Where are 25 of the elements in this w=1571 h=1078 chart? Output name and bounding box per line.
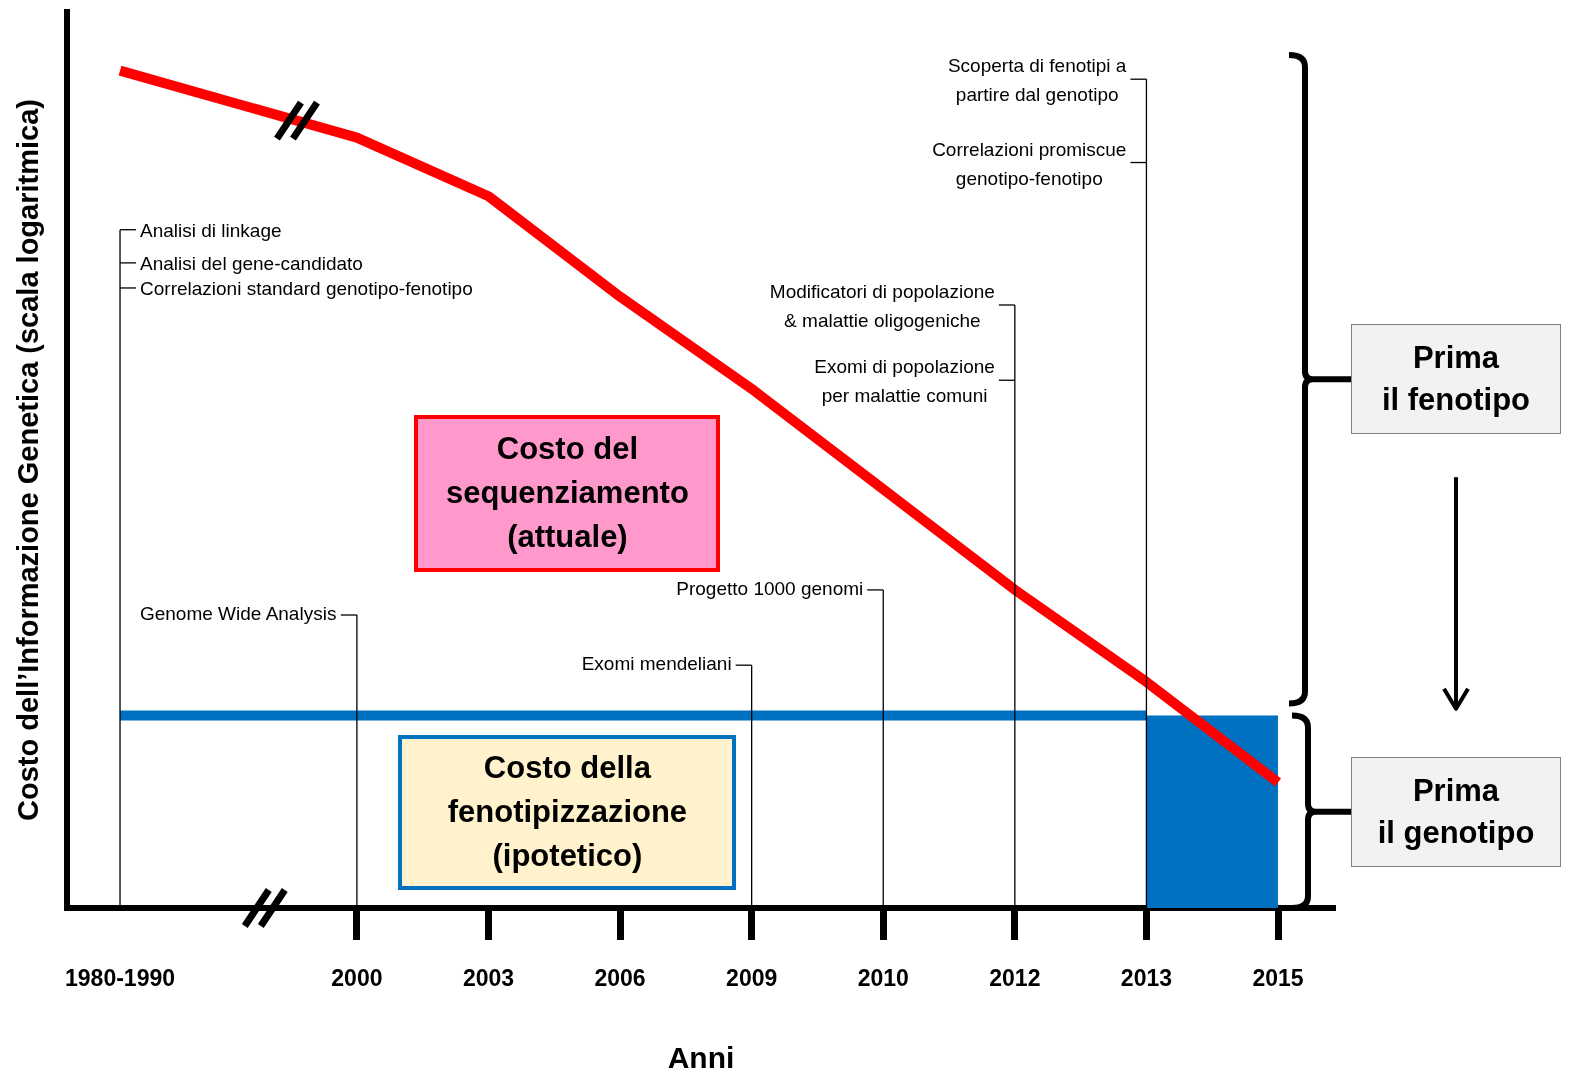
x-tick-label: 2013 [1120, 965, 1173, 992]
text: Costo del sequenziamento (attuale) [414, 414, 721, 572]
x-tick-label: 1980-1990 [65, 965, 176, 992]
x-tick-label: 2012 [989, 965, 1041, 992]
annotation: Analisi di linkage [140, 219, 282, 241]
ref-line-label: Scoperta di fenotipi a partire dal genotipo [947, 55, 1127, 106]
x-tick-label: 2009 [726, 965, 778, 992]
series-label: Costo della fenotipizzazione (ipotetico) [398, 734, 737, 890]
ref-line-label: Progetto 1000 genomi [676, 578, 864, 600]
x-tick-label: 2000 [331, 965, 383, 992]
x-tick-label: 2015 [1252, 965, 1304, 992]
ref-line-label: Modificatori di popolazione & malattie oligogeniche [769, 281, 995, 332]
x-axis-title: Anni [667, 1041, 735, 1075]
annotation: Analisi del gene-candidato [140, 253, 363, 275]
annotation: Exomi di popolazione per malattie comuni [814, 356, 995, 407]
annotation: Correlazioni promiscue genotipo-fenotipo [932, 138, 1127, 189]
text: Prima il genotipo [1351, 756, 1561, 867]
ref-line-label: Exomi mendeliani [581, 653, 732, 675]
x-tick-label: 2003 [462, 965, 515, 992]
ref-line-label: Genome Wide Analysis [139, 603, 337, 625]
annotation: Correlazioni standard genotipo-fenotipo [140, 278, 473, 300]
y-axis-title: Costo dell’Informazione Genetica (scala logaritmica) [12, 99, 45, 821]
x-tick-label: 2010 [857, 965, 909, 992]
x-tick-label: 2006 [594, 965, 646, 992]
text: Prima il fenotipo [1351, 324, 1561, 435]
